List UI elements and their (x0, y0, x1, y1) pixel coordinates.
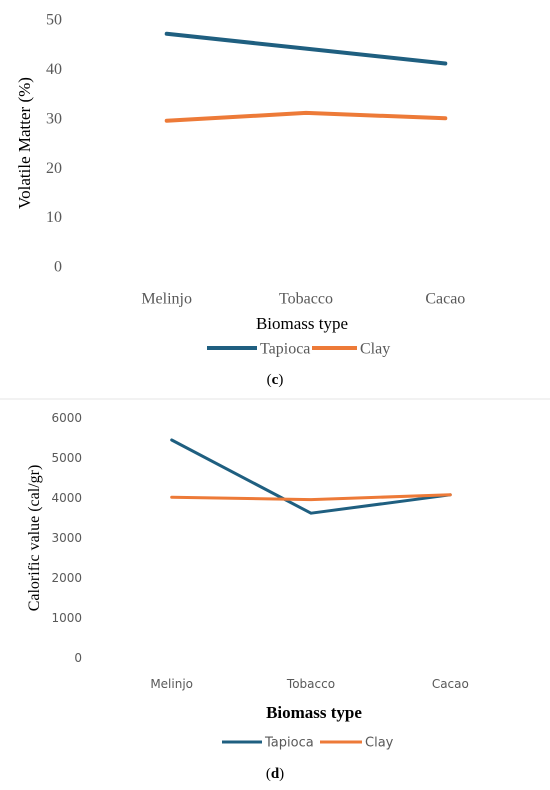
x-tick-label: Melinjo (150, 677, 193, 691)
series-line-tapioca (164, 31, 448, 66)
x-tick-label: Tobacco (286, 677, 335, 691)
y-axis-title-d: Calorific value (cal/gr) (26, 465, 43, 612)
y-tick-label: 40 (46, 61, 62, 78)
legend-label: Tapioca (264, 736, 314, 751)
y-tick-label: 50 (46, 12, 62, 29)
y-tick-label: 4000 (51, 491, 82, 505)
legend-item-clay: Clay (320, 736, 394, 751)
y-tick-label: 10 (46, 209, 62, 226)
series-line-clay (170, 493, 452, 502)
y-tick-label: 30 (46, 110, 62, 127)
x-tick-label: Cacao (425, 291, 465, 308)
y-tick-label: 1000 (51, 611, 82, 625)
y-tick-label: 0 (74, 651, 82, 665)
x-axis-title-c: Biomass type (256, 314, 348, 333)
y-tick-label: 5000 (51, 451, 82, 465)
legend-d: Tapioca Clay (222, 736, 394, 751)
x-tick-label: Melinjo (141, 291, 192, 308)
x-axis-title-d: Biomass type (266, 703, 362, 722)
legend-item-clay: Clay (312, 341, 390, 358)
x-tick-label: Cacao (432, 677, 469, 691)
y-axis-title-c: Volatile Matter (%) (15, 77, 34, 209)
panel-label-d: (d) (266, 766, 284, 782)
legend-label: Tapioca (260, 341, 310, 358)
y-tick-label: 3000 (51, 531, 82, 545)
panel-label-c: (c) (267, 372, 284, 388)
legend-item-tapioca: Tapioca (222, 736, 314, 751)
legend-item-tapioca: Tapioca (207, 341, 310, 358)
y-tick-label: 2000 (51, 571, 82, 585)
legend-c: Tapioca Clay (207, 341, 390, 358)
legend-label: Clay (365, 736, 394, 751)
legend-label: Clay (360, 341, 390, 358)
y-tick-label: 20 (46, 160, 62, 177)
series-line-tapioca (170, 438, 452, 515)
chart-panel-d: Calorific value (cal/gr) 0 1000 2000 3000 40… (26, 411, 469, 782)
series-line-clay (164, 110, 448, 123)
y-tick-label: 0 (54, 259, 62, 276)
y-tick-label: 6000 (51, 411, 82, 425)
chart-panel-c: Volatile Matter (%) 0 10 20 30 40 50 Melinjo T… (15, 12, 465, 388)
x-tick-label: Tobacco (279, 291, 333, 308)
